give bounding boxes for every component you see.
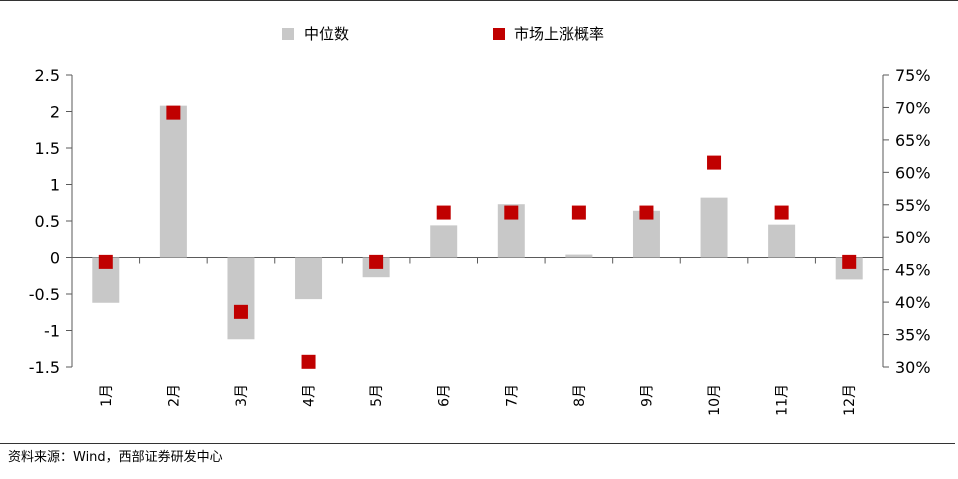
up-probability-marker <box>98 254 113 269</box>
y-right-tick-label: 35% <box>895 326 931 345</box>
up-probability-marker <box>707 155 722 170</box>
top-rule <box>0 0 958 1</box>
median-bar <box>159 105 187 258</box>
up-probability-marker <box>166 105 181 120</box>
x-tick-label: 8月 <box>572 384 588 407</box>
legend-label-median: 中位数 <box>304 25 349 43</box>
chart-svg: 中位数 市场上涨概率 -1.5 -1 -0.5 0 0.5 1 1.5 2 2.5 30% 35% 4… <box>29 25 931 416</box>
median-bar <box>227 257 255 340</box>
bottom-rule <box>0 443 955 444</box>
legend: 中位数 市场上涨概率 <box>282 25 604 43</box>
legend-label-up-probability: 市场上涨概率 <box>514 25 604 43</box>
up-probability-marker <box>301 354 316 369</box>
legend-swatch-up-probability <box>493 28 505 40</box>
up-probability-marker <box>639 205 654 220</box>
up-probability-marker <box>504 205 519 220</box>
y-right-tick-label: 30% <box>895 358 931 377</box>
median-bar <box>295 257 323 300</box>
source-note: 资料来源：Wind，西部证券研发中心 <box>8 450 223 465</box>
y-left-tick-label: 2 <box>50 103 60 122</box>
x-tick-label: 4月 <box>302 384 318 407</box>
x-tick-label: 12月 <box>842 384 858 416</box>
x-tick-label: 3月 <box>234 384 250 407</box>
y-left-tick-label: -1.5 <box>29 358 60 377</box>
median-bar <box>768 224 796 258</box>
median-bar <box>430 225 458 258</box>
x-tick-label: 6月 <box>437 384 453 407</box>
axes: -1.5 -1 -0.5 0 0.5 1 1.5 2 2.5 30% 35% 40% 45% 50% 55%… <box>29 66 931 377</box>
up-probability-marker <box>233 304 248 319</box>
marker-series <box>98 105 857 369</box>
y-left-tick-label: -1 <box>44 322 60 341</box>
y-left-tick-label: 1 <box>50 176 60 195</box>
y-left-tick-label: 0 <box>50 249 60 268</box>
y-right-tick-label: 45% <box>895 261 931 280</box>
x-tick-label: 2月 <box>166 384 182 407</box>
y-right-tick-label: 50% <box>895 228 931 247</box>
y-left-tick-label: 1.5 <box>35 139 60 158</box>
median-bar <box>565 254 593 258</box>
median-bar <box>700 197 728 258</box>
y-right-tick-label: 40% <box>895 293 931 312</box>
x-tick-label: 1月 <box>99 384 115 407</box>
up-probability-marker <box>436 205 451 220</box>
y-right-tick-label: 65% <box>895 131 931 150</box>
x-tick-label: 5月 <box>369 384 385 407</box>
up-probability-marker <box>842 254 857 269</box>
up-probability-marker <box>774 205 789 220</box>
up-probability-marker <box>369 254 384 269</box>
y-right-tick-label: 60% <box>895 163 931 182</box>
x-tick-label: 10月 <box>707 384 723 416</box>
up-probability-marker <box>571 205 586 220</box>
x-tick-label: 7月 <box>504 384 520 407</box>
x-tick-labels: 1月 2月 3月 4月 5月 6月 7月 8月 9月 10月 11月 12月 <box>99 384 858 416</box>
y-right-tick-label: 70% <box>895 98 931 117</box>
legend-swatch-median <box>282 28 294 40</box>
y-left-tick-label: 0.5 <box>35 212 60 231</box>
y-left-tick-label: -0.5 <box>29 285 60 304</box>
y-right-tick-label: 75% <box>895 66 931 85</box>
x-tick-label: 11月 <box>775 384 791 416</box>
y-right-tick-label: 55% <box>895 196 931 215</box>
y-left-tick-label: 2.5 <box>35 66 60 85</box>
x-tick-label: 9月 <box>639 384 655 407</box>
bar-series <box>92 105 863 340</box>
